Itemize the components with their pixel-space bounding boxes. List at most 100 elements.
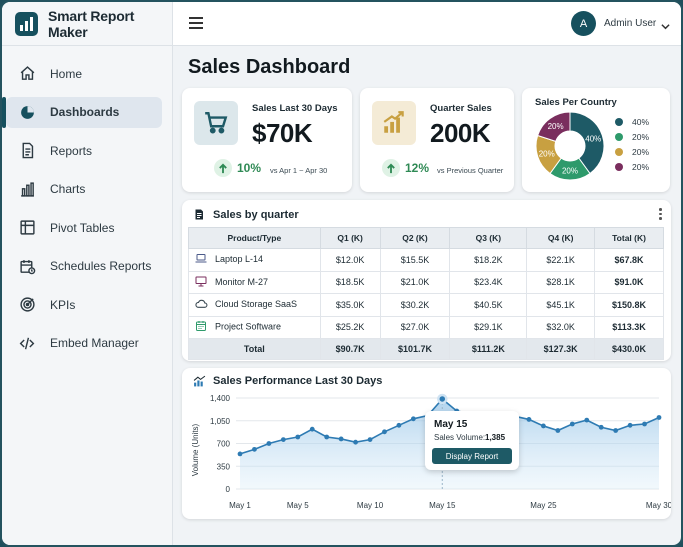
table-row[interactable]: Monitor M-27 $18.5K $21.0K $23.4K $28.1K… [188, 270, 664, 294]
column-header[interactable]: Q3 (K) [449, 227, 528, 249]
sidebar-item-pivot-tables[interactable]: Pivot Tables [6, 212, 162, 243]
total-label: Total [188, 338, 321, 360]
sidebar-item-label: Dashboards [50, 105, 120, 119]
table-cell: $15.5K [379, 248, 451, 272]
column-header[interactable]: Total (K) [594, 227, 664, 249]
data-point[interactable] [324, 434, 330, 440]
data-point[interactable] [541, 423, 546, 429]
cloud-icon [195, 298, 208, 311]
data-point[interactable] [555, 428, 561, 433]
data-point[interactable] [627, 422, 633, 428]
column-header[interactable]: Q4 (K) [526, 227, 596, 249]
sidebar-item-label: Home [50, 66, 83, 81]
table-cell: $101.7K [379, 338, 451, 360]
sidebar-item-reports[interactable]: Reports [6, 135, 162, 166]
x-tick-label: May 25 [530, 501, 557, 510]
sales-table: Product/Type Q1 (K) Q2 (K) Q3 (K) Q4 (K)… [188, 227, 664, 360]
product-name: Laptop L-14 [215, 254, 264, 265]
column-header[interactable]: Product/Type [188, 227, 321, 249]
trend-chart-icon [193, 375, 206, 387]
data-point[interactable] [353, 439, 358, 445]
product-name: Project Software [215, 321, 282, 332]
data-point[interactable] [382, 429, 387, 435]
tooltip-date: May 15 [434, 419, 468, 430]
data-point[interactable] [526, 417, 532, 422]
pie-slice[interactable] [537, 111, 571, 142]
sidebar-item-label: Reports [50, 143, 93, 158]
table-cell-total: $430.0K [594, 338, 664, 360]
user-name[interactable]: Admin User [604, 18, 657, 29]
sidebar: Smart Report Maker Home Dashboards Repor… [2, 2, 173, 545]
data-point[interactable] [338, 436, 344, 442]
chevron-down-icon[interactable] [661, 18, 670, 36]
kpi-label: Quarter Sales [430, 103, 492, 114]
sidebar-item-schedules-reports[interactable]: Schedules Reports [6, 251, 162, 282]
data-point[interactable] [598, 424, 604, 430]
table-cell-total: $113.3K [594, 315, 664, 339]
data-point[interactable] [237, 451, 243, 457]
table-cell: $29.1K [449, 315, 528, 339]
table-row[interactable]: Laptop L-14 $12.0K $15.5K $18.2K $22.1K … [188, 248, 664, 272]
sidebar-item-dashboards[interactable]: Dashboards [6, 96, 162, 128]
monitor-icon [195, 276, 207, 289]
avatar[interactable]: A [571, 11, 596, 36]
menu-icon[interactable] [189, 17, 203, 29]
data-point[interactable] [584, 417, 590, 423]
table-cell: $40.5K [449, 293, 528, 317]
sales-performance-card: Sales Performance Last 30 Days Volume (U… [182, 368, 671, 519]
data-point[interactable] [280, 437, 286, 442]
table-row[interactable]: Project Software $25.2K $27.0K $29.1K $3… [188, 315, 664, 339]
highlighted-data-point[interactable] [437, 393, 448, 405]
kpi-comparison: vs Apr 1 ~ Apr 30 [270, 166, 328, 175]
growth-chart-icon [372, 101, 416, 145]
shopping-cart-icon [194, 101, 238, 145]
pie-slice-label: 20% [539, 150, 555, 159]
sidebar-item-charts[interactable]: Charts [6, 174, 162, 205]
table-cell: $35.0K [319, 293, 381, 317]
x-tick-label: May 5 [287, 501, 309, 510]
arrow-up-icon [382, 159, 400, 177]
data-point[interactable] [252, 446, 257, 452]
data-point[interactable] [309, 426, 315, 432]
pivot-table-icon [18, 219, 36, 237]
pie-slice[interactable] [569, 111, 605, 175]
sidebar-item-embed-manager[interactable]: Embed Manager [6, 328, 162, 359]
table-cell-total: $67.8K [594, 248, 664, 272]
data-point[interactable] [613, 428, 619, 433]
tooltip-label: Sales Volume: [434, 433, 486, 442]
kpi-delta: 10% [214, 159, 261, 177]
data-point[interactable] [396, 422, 402, 428]
sidebar-item-home[interactable]: Home [6, 58, 162, 89]
pie-chart: 40% 20% 20% 20% [535, 111, 605, 181]
pie-chart-icon [18, 103, 36, 121]
brand[interactable]: Smart Report Maker [2, 2, 172, 46]
table-cell: $25.2K [319, 315, 381, 339]
top-header: A Admin User [173, 2, 681, 46]
y-tick-label: 1,050 [210, 417, 231, 426]
sidebar-item-kpis[interactable]: KPIs [6, 289, 162, 320]
kpi-value: 200K [430, 118, 491, 148]
data-point[interactable] [569, 421, 575, 427]
data-point[interactable] [656, 415, 662, 420]
data-point[interactable] [295, 434, 301, 440]
data-point[interactable] [266, 441, 272, 446]
table-cell-total: $91.0K [594, 270, 664, 294]
kpi-label: Sales Last 30 Days [252, 103, 338, 114]
table-cell: $30.2K [379, 293, 451, 317]
table-cell: $23.4K [449, 270, 528, 294]
data-point[interactable] [367, 437, 373, 442]
column-header[interactable]: Q2 (K) [379, 227, 451, 249]
sidebar-item-label: Schedules Reports [50, 259, 152, 273]
table-cell: $90.7K [319, 338, 381, 360]
data-point[interactable] [410, 416, 416, 422]
column-header[interactable]: Q1 (K) [319, 227, 381, 249]
table-row[interactable]: Cloud Storage SaaS $35.0K $30.2K $40.5K … [188, 293, 664, 317]
pie-slice-label: 40% [585, 134, 601, 143]
table-cell: $12.0K [319, 248, 381, 272]
brand-logo-icon [15, 11, 38, 36]
data-point[interactable] [642, 421, 647, 427]
document-icon [18, 142, 36, 160]
display-report-button[interactable]: Display Report [432, 448, 512, 464]
table-cell: $18.5K [319, 270, 381, 294]
more-options-icon[interactable] [659, 208, 662, 222]
